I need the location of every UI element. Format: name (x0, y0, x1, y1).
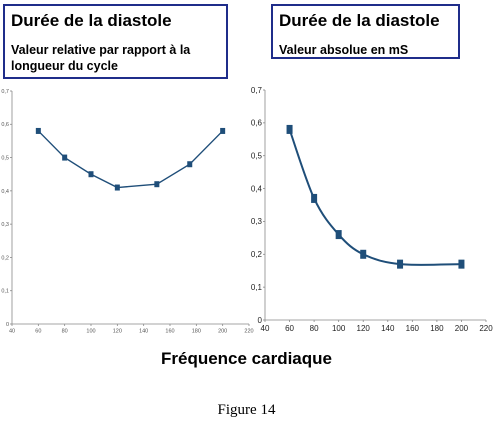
left-x-tick-label: 120 (113, 329, 122, 335)
right-x-tick-label: 120 (357, 324, 371, 333)
x-axis-title: Fréquence cardiaque (160, 349, 332, 368)
right-x-tick-label: 80 (310, 324, 319, 333)
right-data-point (286, 124, 293, 134)
left-x-tick-label: 60 (35, 329, 41, 335)
right-chart-subtitle: Valeur absolue en mS (279, 43, 409, 57)
left-x-tick-label: 160 (165, 329, 174, 335)
right-y-tick-label: 0 (258, 316, 263, 325)
left-data-point (187, 161, 193, 168)
left-x-tick-label: 220 (244, 329, 253, 335)
right-x-tick-label: 100 (332, 324, 346, 333)
right-series-line (288, 129, 462, 266)
right-data-point (311, 193, 318, 203)
right-y-tick-label: 0,6 (251, 119, 263, 128)
right-data-point (458, 259, 465, 269)
left-data-point (154, 181, 160, 188)
left-chart-title-box: Durée de la diastole Valeur relative par… (3, 4, 228, 79)
right-y-tick-label: 0,1 (251, 283, 263, 292)
left-x-tick-label: 100 (86, 329, 95, 335)
right-y-tick-label: 0,2 (251, 250, 263, 259)
right-x-tick-label: 180 (430, 324, 444, 333)
right-y-tick-label: 0,7 (251, 86, 263, 95)
right-x-tick-label: 200 (455, 324, 469, 333)
left-x-tick-label: 180 (192, 329, 201, 335)
right-x-tick-label: 140 (381, 324, 395, 333)
left-data-point (88, 171, 94, 178)
right-data-point (397, 259, 404, 269)
right-data-point (335, 230, 342, 240)
right-chart-title-box: Durée de la diastole Valeur absolue en m… (271, 4, 460, 59)
left-chart-title: Durée de la diastole (11, 11, 172, 30)
left-data-point (114, 184, 120, 191)
left-x-tick-label: 80 (62, 329, 68, 335)
left-data-point (220, 127, 226, 134)
right-x-tick-label: 40 (261, 324, 270, 333)
left-y-tick-label: 0,1 (1, 289, 9, 295)
left-y-tick-label: 0,5 (1, 155, 9, 161)
figure-caption: Figure 14 (217, 402, 276, 418)
right-x-tick-label: 220 (479, 324, 493, 333)
left-chart-subtitle: Valeur relative par rapport à la longueu… (11, 43, 191, 73)
left-y-tick-label: 0,4 (1, 189, 9, 195)
left-y-tick-label: 0,3 (1, 222, 9, 228)
right-y-tick-label: 0,3 (251, 217, 263, 226)
left-x-tick-label: 40 (9, 329, 15, 335)
left-x-tick-label: 200 (218, 329, 227, 335)
right-chart-title: Durée de la diastole (279, 11, 440, 30)
left-y-tick-label: 0,7 (1, 89, 9, 95)
left-y-tick-label: 0,2 (1, 255, 9, 261)
left-y-tick-label: 0,6 (1, 122, 9, 128)
left-data-point (35, 127, 41, 134)
right-x-tick-label: 160 (406, 324, 420, 333)
right-y-tick-label: 0,4 (251, 184, 263, 193)
right-y-tick-label: 0,5 (251, 152, 263, 161)
left-data-point (62, 154, 68, 161)
right-data-point (360, 249, 367, 259)
left-y-tick-label: 0 (6, 322, 9, 328)
left-x-tick-label: 140 (139, 329, 148, 335)
right-x-tick-label: 60 (285, 324, 294, 333)
